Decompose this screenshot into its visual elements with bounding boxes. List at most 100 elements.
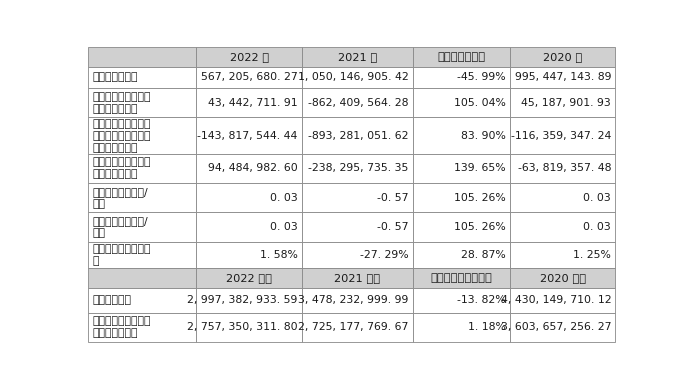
Bar <box>302 47 413 67</box>
Bar <box>302 313 413 342</box>
Text: 本年比上年增减: 本年比上年增减 <box>438 52 486 62</box>
Bar <box>88 117 197 154</box>
Text: 45, 187, 901. 93: 45, 187, 901. 93 <box>521 98 611 108</box>
Text: 本年末比上年末增减: 本年末比上年末增减 <box>430 273 493 283</box>
Bar <box>510 183 615 213</box>
Bar <box>510 154 615 183</box>
Text: 0. 03: 0. 03 <box>270 193 298 203</box>
Bar <box>197 288 302 313</box>
Bar <box>413 241 510 268</box>
Bar <box>413 117 510 154</box>
Bar <box>302 288 413 313</box>
Bar <box>88 213 197 241</box>
Text: 4, 430, 149, 710. 12: 4, 430, 149, 710. 12 <box>501 295 611 305</box>
Bar <box>510 67 615 88</box>
Bar <box>302 154 413 183</box>
Text: 归属于上市公司股东
的净利润（元）: 归属于上市公司股东 的净利润（元） <box>92 92 151 114</box>
Text: -0. 57: -0. 57 <box>377 193 409 203</box>
Bar <box>413 213 510 241</box>
Text: 0. 03: 0. 03 <box>584 222 611 232</box>
Text: 2, 725, 177, 769. 67: 2, 725, 177, 769. 67 <box>298 323 409 332</box>
Text: 94, 484, 982. 60: 94, 484, 982. 60 <box>208 164 298 174</box>
Bar <box>510 313 615 342</box>
Bar <box>510 88 615 117</box>
Text: 稀释每股收益（元/
股）: 稀释每股收益（元/ 股） <box>92 216 148 238</box>
Bar <box>413 288 510 313</box>
Bar <box>197 268 302 288</box>
Text: 83. 90%: 83. 90% <box>461 131 506 141</box>
Bar <box>197 313 302 342</box>
Bar <box>197 154 302 183</box>
Bar <box>197 67 302 88</box>
Bar <box>302 117 413 154</box>
Bar <box>88 67 197 88</box>
Bar <box>88 47 197 67</box>
Text: 2021 年: 2021 年 <box>338 52 377 62</box>
Bar <box>88 88 197 117</box>
Bar <box>302 241 413 268</box>
Text: 归属于上市公司股东
的扣除非经常性损益
的净利润（元）: 归属于上市公司股东 的扣除非经常性损益 的净利润（元） <box>92 119 151 152</box>
Bar <box>197 241 302 268</box>
Text: 3, 603, 657, 256. 27: 3, 603, 657, 256. 27 <box>501 323 611 332</box>
Bar <box>510 241 615 268</box>
Text: 3, 478, 232, 999. 99: 3, 478, 232, 999. 99 <box>298 295 409 305</box>
Bar <box>88 154 197 183</box>
Text: 105. 26%: 105. 26% <box>454 222 506 232</box>
Text: 1, 050, 146, 905. 42: 1, 050, 146, 905. 42 <box>298 72 409 82</box>
Text: -13. 82%: -13. 82% <box>457 295 506 305</box>
Text: 28. 87%: 28. 87% <box>461 250 506 260</box>
Text: 归属于上市公司股东
的净资产（元）: 归属于上市公司股东 的净资产（元） <box>92 316 151 338</box>
Text: 1. 18%: 1. 18% <box>468 323 506 332</box>
Bar <box>302 67 413 88</box>
Bar <box>88 313 197 342</box>
Bar <box>413 67 510 88</box>
Bar <box>413 313 510 342</box>
Bar <box>88 268 197 288</box>
Text: -893, 281, 051. 62: -893, 281, 051. 62 <box>308 131 409 141</box>
Text: -238, 295, 735. 35: -238, 295, 735. 35 <box>308 164 409 174</box>
Bar <box>197 183 302 213</box>
Bar <box>510 288 615 313</box>
Text: 105. 04%: 105. 04% <box>454 98 506 108</box>
Text: -862, 409, 564. 28: -862, 409, 564. 28 <box>308 98 409 108</box>
Bar <box>88 241 197 268</box>
Text: 567, 205, 680. 27: 567, 205, 680. 27 <box>201 72 298 82</box>
Text: 139. 65%: 139. 65% <box>454 164 506 174</box>
Text: 基本每股收益（元/
股）: 基本每股收益（元/ 股） <box>92 187 148 209</box>
Text: -116, 359, 347. 24: -116, 359, 347. 24 <box>511 131 611 141</box>
Text: 2022 年末: 2022 年末 <box>226 273 272 283</box>
Text: 2020 年末: 2020 年末 <box>540 273 586 283</box>
Bar <box>302 213 413 241</box>
Bar <box>197 47 302 67</box>
Text: -143, 817, 544. 44: -143, 817, 544. 44 <box>197 131 298 141</box>
Bar <box>510 117 615 154</box>
Text: 2021 年末: 2021 年末 <box>334 273 380 283</box>
Bar <box>197 88 302 117</box>
Bar <box>510 268 615 288</box>
Bar <box>413 88 510 117</box>
Text: 1. 25%: 1. 25% <box>573 250 611 260</box>
Bar <box>413 268 510 288</box>
Bar <box>302 88 413 117</box>
Text: 1. 58%: 1. 58% <box>260 250 298 260</box>
Text: 0. 03: 0. 03 <box>270 222 298 232</box>
Text: -27. 29%: -27. 29% <box>360 250 409 260</box>
Bar <box>413 47 510 67</box>
Bar <box>510 213 615 241</box>
Text: -0. 57: -0. 57 <box>377 222 409 232</box>
Text: 995, 447, 143. 89: 995, 447, 143. 89 <box>514 72 611 82</box>
Text: 营业收入（元）: 营业收入（元） <box>92 72 138 82</box>
Bar <box>88 288 197 313</box>
Bar <box>197 117 302 154</box>
Text: 加权平均净资产收益
率: 加权平均净资产收益 率 <box>92 244 151 266</box>
Text: 2, 997, 382, 933. 59: 2, 997, 382, 933. 59 <box>187 295 298 305</box>
Text: 总资产（元）: 总资产（元） <box>92 295 132 305</box>
Bar <box>197 213 302 241</box>
Text: -63, 819, 357. 48: -63, 819, 357. 48 <box>518 164 611 174</box>
Text: 2, 757, 350, 311. 80: 2, 757, 350, 311. 80 <box>187 323 298 332</box>
Text: 43, 442, 711. 91: 43, 442, 711. 91 <box>208 98 298 108</box>
Bar <box>302 268 413 288</box>
Text: 2020 年: 2020 年 <box>543 52 582 62</box>
Bar <box>88 183 197 213</box>
Text: 2022 年: 2022 年 <box>229 52 269 62</box>
